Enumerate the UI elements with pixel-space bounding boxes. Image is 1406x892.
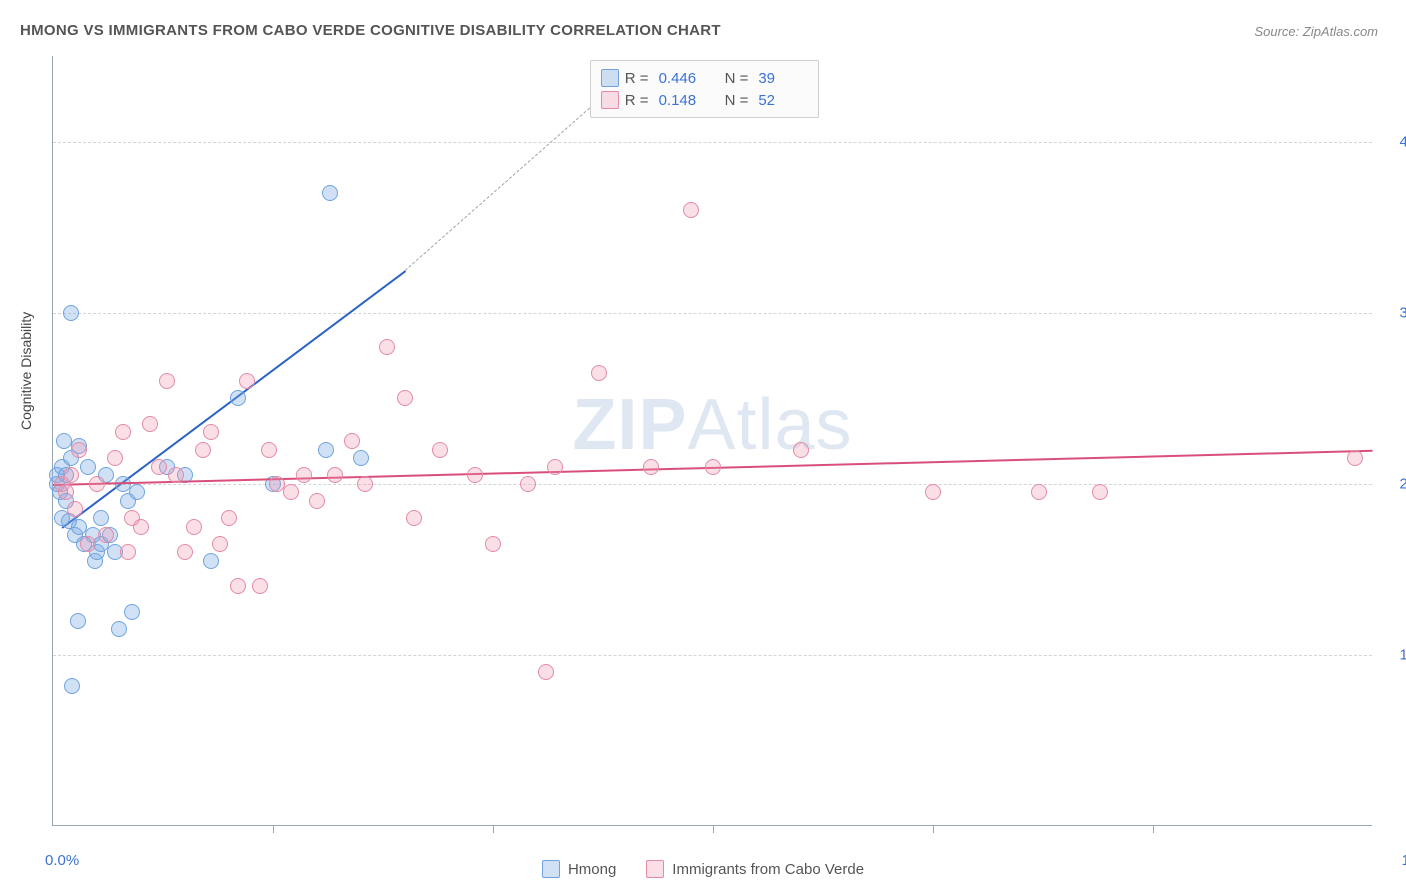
data-point (432, 442, 448, 458)
data-point (230, 390, 246, 406)
data-point (467, 467, 483, 483)
data-point (203, 424, 219, 440)
data-point (195, 442, 211, 458)
watermark: ZIPAtlas (572, 384, 852, 466)
data-point (538, 664, 554, 680)
x-tick (713, 825, 714, 833)
data-point (98, 527, 114, 543)
data-point (591, 365, 607, 381)
stats-legend-row: R =0.446N =39 (601, 67, 809, 89)
x-tick (933, 825, 934, 833)
data-point (177, 544, 193, 560)
swatch-icon (542, 860, 560, 878)
y-tick-label: 20.0% (1382, 475, 1406, 492)
y-tick-label: 10.0% (1382, 646, 1406, 663)
data-point (485, 536, 501, 552)
data-point (124, 604, 140, 620)
bottom-legend: Hmong Immigrants from Cabo Verde (0, 860, 1406, 878)
data-point (547, 459, 563, 475)
data-point (186, 519, 202, 535)
data-point (322, 185, 338, 201)
data-point (239, 373, 255, 389)
gridline (53, 142, 1372, 143)
data-point (925, 484, 941, 500)
data-point (120, 544, 136, 560)
stats-legend: R =0.446N =39R =0.148N =52 (590, 60, 820, 118)
data-point (89, 476, 105, 492)
swatch-icon (601, 91, 619, 109)
data-point (93, 510, 109, 526)
x-tick (1153, 825, 1154, 833)
data-point (168, 467, 184, 483)
data-point (252, 578, 268, 594)
y-axis-label: Cognitive Disability (18, 312, 34, 430)
data-point (70, 613, 86, 629)
chart-plot-area: ZIPAtlas 10.0%20.0%30.0%40.0%0.0%15.0%R … (52, 56, 1372, 826)
data-point (58, 484, 74, 500)
data-point (283, 484, 299, 500)
legend-label: Immigrants from Cabo Verde (672, 861, 864, 878)
trend-line-extrapolation (405, 107, 590, 270)
data-point (357, 476, 373, 492)
data-point (353, 450, 369, 466)
data-point (406, 510, 422, 526)
data-point (142, 416, 158, 432)
data-point (1031, 484, 1047, 500)
source-attribution: Source: ZipAtlas.com (1254, 24, 1378, 39)
data-point (520, 476, 536, 492)
y-tick-label: 40.0% (1382, 133, 1406, 150)
x-tick (273, 825, 274, 833)
data-point (344, 433, 360, 449)
gridline (53, 484, 1372, 485)
data-point (56, 433, 72, 449)
data-point (151, 459, 167, 475)
data-point (107, 450, 123, 466)
data-point (1347, 450, 1363, 466)
data-point (80, 536, 96, 552)
data-point (129, 484, 145, 500)
data-point (309, 493, 325, 509)
data-point (705, 459, 721, 475)
data-point (212, 536, 228, 552)
x-tick (493, 825, 494, 833)
gridline (53, 313, 1372, 314)
swatch-icon (601, 69, 619, 87)
data-point (80, 459, 96, 475)
data-point (327, 467, 343, 483)
data-point (230, 578, 246, 594)
data-point (203, 553, 219, 569)
chart-title: HMONG VS IMMIGRANTS FROM CABO VERDE COGN… (20, 22, 721, 39)
data-point (397, 390, 413, 406)
y-tick-label: 30.0% (1382, 304, 1406, 321)
legend-item-cabo-verde: Immigrants from Cabo Verde (646, 860, 864, 878)
legend-label: Hmong (568, 861, 616, 878)
data-point (643, 459, 659, 475)
data-point (111, 621, 127, 637)
data-point (793, 442, 809, 458)
data-point (64, 678, 80, 694)
data-point (115, 424, 131, 440)
legend-item-hmong: Hmong (542, 860, 616, 878)
data-point (67, 501, 83, 517)
data-point (261, 442, 277, 458)
swatch-icon (646, 860, 664, 878)
stats-legend-row: R =0.148N =52 (601, 89, 809, 111)
data-point (71, 442, 87, 458)
data-point (133, 519, 149, 535)
data-point (318, 442, 334, 458)
gridline (53, 655, 1372, 656)
data-point (63, 305, 79, 321)
data-point (221, 510, 237, 526)
data-point (1092, 484, 1108, 500)
data-point (63, 467, 79, 483)
data-point (159, 373, 175, 389)
data-point (379, 339, 395, 355)
data-point (296, 467, 312, 483)
data-point (683, 202, 699, 218)
